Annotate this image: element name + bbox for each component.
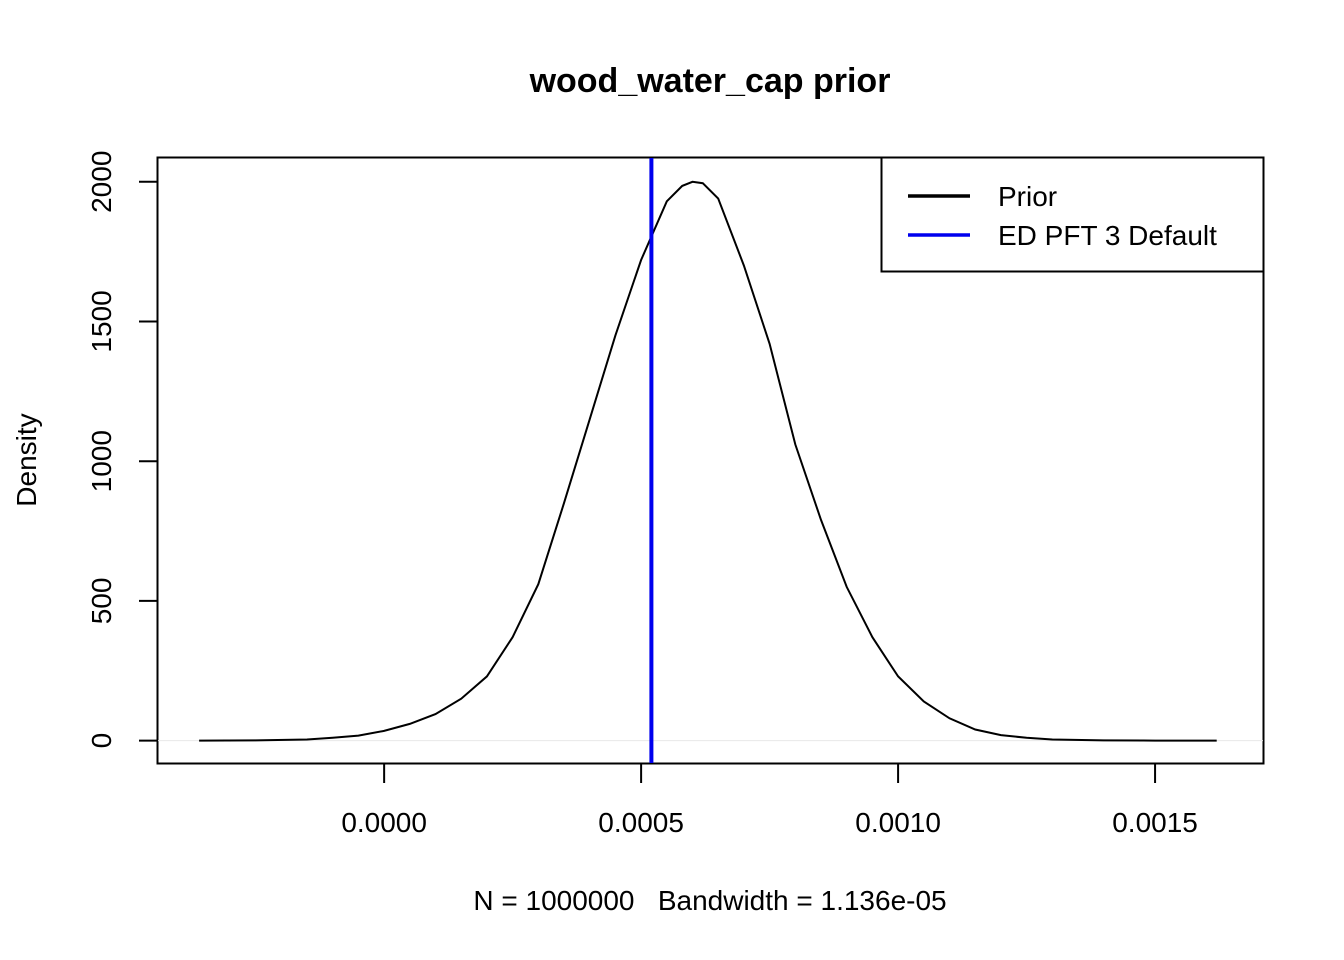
- y-tick-label: 500: [86, 578, 117, 625]
- legend: Prior ED PFT 3 Default: [880, 156, 1265, 273]
- x-tick-label: 0.0010: [855, 807, 941, 838]
- chart-title: wood_water_cap prior: [529, 62, 891, 100]
- x-tick-label: 0.0000: [341, 807, 427, 838]
- x-tick-label: 0.0005: [598, 807, 684, 838]
- legend-prior-label: Prior: [998, 181, 1057, 212]
- x-axis-label: N = 1000000 Bandwidth = 1.136e-05: [473, 885, 946, 916]
- y-tick-label: 1500: [86, 290, 117, 352]
- x-axis: 0.0000 0.0005 0.0010 0.0015: [341, 763, 1198, 838]
- y-tick-label: 0: [86, 733, 117, 749]
- y-tick-label: 2000: [86, 151, 117, 213]
- y-axis: 0 500 1000 1500 2000: [86, 151, 158, 749]
- prior-density-curve: [199, 180, 1217, 742]
- y-axis-label: Density: [11, 413, 42, 506]
- y-tick-label: 1000: [86, 430, 117, 492]
- x-tick-label: 0.0015: [1112, 807, 1198, 838]
- legend-default-label: ED PFT 3 Default: [998, 220, 1217, 251]
- legend-box: [880, 156, 1265, 273]
